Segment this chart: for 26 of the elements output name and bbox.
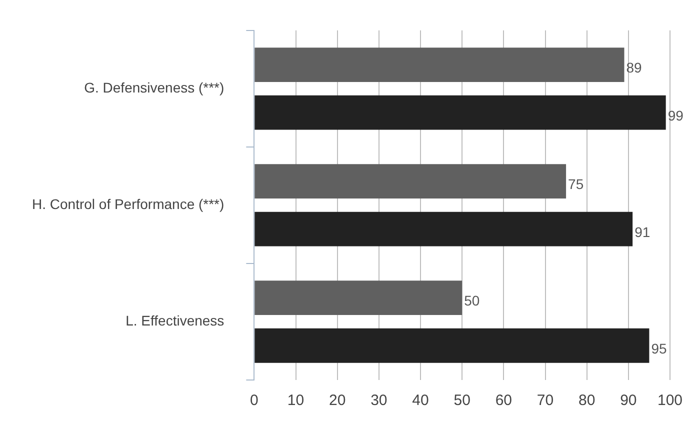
data-label: 99 [668,107,684,124]
bar [254,48,624,82]
x-tick-label: 40 [412,392,429,410]
bar [254,328,650,363]
y-tick-label: L. Effectiveness [126,312,224,329]
data-label: 95 [651,340,667,356]
y-tick-label: G. Defensiveness (***) [84,80,224,96]
y-tick-label: H. Control of Performance (***) [32,196,224,212]
bar [254,95,666,130]
x-tick-label: 70 [536,392,554,410]
x-tick-label: 80 [578,392,596,410]
data-label: 91 [634,224,650,240]
x-tick-label: 100 [657,392,683,410]
x-tick-label: 20 [329,392,346,410]
bar [254,164,566,199]
x-tick-label: 0 [250,392,258,410]
x-tick-label: 50 [454,392,470,410]
data-label: 50 [464,292,480,309]
x-tick-label: 10 [287,392,304,410]
x-tick-label: 30 [370,392,388,410]
x-tick-label: 60 [495,392,512,410]
data-label: 75 [568,176,584,192]
data-label: 89 [626,60,642,76]
bar [254,212,633,246]
x-tick-label: 90 [620,392,637,410]
bar [254,280,462,316]
